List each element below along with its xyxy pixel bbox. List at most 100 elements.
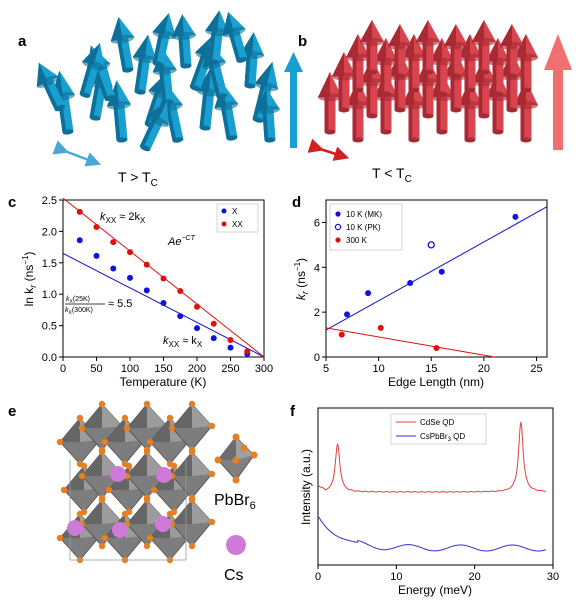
chart-c: 0 50 100 150 200 250 300 0.0 0.5 1.0 1.5 2.0 2.5 Tem… xyxy=(21,195,273,389)
data-point xyxy=(177,288,184,295)
panel-label-e: e xyxy=(8,403,16,420)
br-atom xyxy=(143,496,151,504)
spin-arrow-icon xyxy=(486,38,510,97)
data-point xyxy=(143,287,150,294)
annotation-ratio-den: kX(300K) xyxy=(65,307,93,316)
spin-arrow-icon xyxy=(374,38,398,97)
octahedron xyxy=(123,400,171,454)
panel-label-c: c xyxy=(8,194,16,211)
data-point xyxy=(127,249,133,256)
br-atom xyxy=(123,424,131,432)
chart-d-legend: 10 K (MK) 10 K (PK) 300 K xyxy=(329,203,403,251)
br-atom xyxy=(105,486,113,494)
br-atom xyxy=(146,438,154,446)
x-tick-label: 20 xyxy=(478,363,490,375)
spin-arrow-icon xyxy=(171,14,196,69)
annotation-ratio-value: ≈ 5.5 xyxy=(108,298,132,310)
x-tick-label: 10 xyxy=(372,363,384,375)
spin-arrows-aligned xyxy=(318,20,538,143)
x-tick-label: 150 xyxy=(154,363,172,375)
chart-d-xlabel: Edge Length (nm) xyxy=(388,375,484,389)
spin-arrow-icon xyxy=(360,20,384,75)
br-atom xyxy=(78,472,86,480)
cs-atom xyxy=(155,516,171,532)
br-atom xyxy=(166,510,174,518)
spin-arrow-icon xyxy=(152,13,177,67)
unit-cell-edge xyxy=(69,460,187,561)
cs-atom-icon xyxy=(226,535,246,555)
big-arrow-up-red xyxy=(544,34,572,150)
br-atom xyxy=(143,400,151,408)
br-atom xyxy=(168,424,176,432)
caption-b: T < TC xyxy=(372,165,412,185)
br-atom xyxy=(98,448,106,456)
x-tick-label: 20 xyxy=(469,571,481,583)
br-atom xyxy=(98,496,106,504)
br-atom xyxy=(78,424,86,432)
x-tick-label: 5 xyxy=(323,363,329,375)
legend-label-cdse: CdSe QD xyxy=(420,418,454,427)
legend-label-pk: 10 K (PK) xyxy=(346,223,381,232)
spin-arrow-icon xyxy=(402,34,426,93)
data-point xyxy=(244,348,251,355)
br-atom xyxy=(101,534,109,542)
br-atom xyxy=(166,414,174,422)
br-atom xyxy=(188,448,196,456)
spin-arrow-icon xyxy=(346,80,370,143)
chart-d-points xyxy=(338,213,519,352)
panel-label-d: d xyxy=(292,194,301,211)
br-atom xyxy=(76,510,84,518)
legend-marker-300k xyxy=(335,237,341,243)
chart-c-points xyxy=(76,208,251,357)
legend-label-cspbbr3: CsPbBr3 QD xyxy=(420,432,465,443)
data-point xyxy=(227,337,234,344)
chart-c-ticks: 0 50 100 150 200 250 300 0.0 0.5 1.0 1.5 2.0 2.5 xyxy=(42,195,273,375)
octahedron-label: PbBr6 xyxy=(214,492,256,512)
br-atom xyxy=(80,462,88,470)
spin-arrow-icon xyxy=(139,100,169,152)
octahedron-icon xyxy=(214,433,258,484)
spin-arrow-icon xyxy=(458,80,482,143)
data-point xyxy=(210,320,217,327)
x-tick-label: 50 xyxy=(90,363,102,375)
spin-arrow-icon xyxy=(36,62,66,112)
br-atom xyxy=(125,462,133,470)
x-tick-label: 250 xyxy=(221,363,239,375)
y-tick-label: 1.0 xyxy=(42,289,57,301)
y-tick-label: 2.5 xyxy=(42,195,57,207)
chart-c-ylabel: ln kr (ns−1) xyxy=(21,252,38,307)
data-point xyxy=(377,324,384,331)
y-tick-label: 2 xyxy=(314,307,320,319)
spin-arrow-icon xyxy=(388,24,412,79)
spin-arrow-icon xyxy=(444,24,468,79)
x-tick-label: 0 xyxy=(60,363,66,375)
data-point xyxy=(127,274,133,281)
br-atom xyxy=(60,486,68,494)
br-atom xyxy=(143,448,151,456)
legend-marker-mk xyxy=(335,211,341,217)
data-point xyxy=(210,335,217,342)
chart-f-legend: CdSe QD CsPbBr3 QD xyxy=(390,413,487,445)
octahedron xyxy=(168,496,216,550)
legend-label-mk: 10 K (MK) xyxy=(346,210,382,219)
spin-arrow-icon xyxy=(332,52,356,113)
x-tick-label: 10 xyxy=(390,571,402,583)
x-tick-label: 0 xyxy=(315,571,321,583)
chart-f: 0 10 20 30 CdSe QD CsPbBr3 QD Energy (meV) … xyxy=(299,407,559,597)
br-atom xyxy=(101,438,109,446)
panel-label-a: a xyxy=(18,33,27,50)
y-tick-label: 2.0 xyxy=(42,226,57,238)
chart-d-ticks: 5 10 15 20 25 0 2 4 6 xyxy=(314,217,543,375)
panel-label-b: b xyxy=(298,33,307,50)
data-point xyxy=(227,344,234,351)
spin-arrow-icon xyxy=(79,43,106,98)
panel-label-f: f xyxy=(290,403,296,420)
spin-arrow-icon xyxy=(514,80,538,143)
br-atom xyxy=(208,470,216,478)
spin-arrow-icon xyxy=(255,88,280,143)
x-tick-label: 100 xyxy=(121,363,139,375)
br-atom xyxy=(188,400,196,408)
chart-d-fits xyxy=(325,206,548,358)
br-atom xyxy=(188,542,196,550)
